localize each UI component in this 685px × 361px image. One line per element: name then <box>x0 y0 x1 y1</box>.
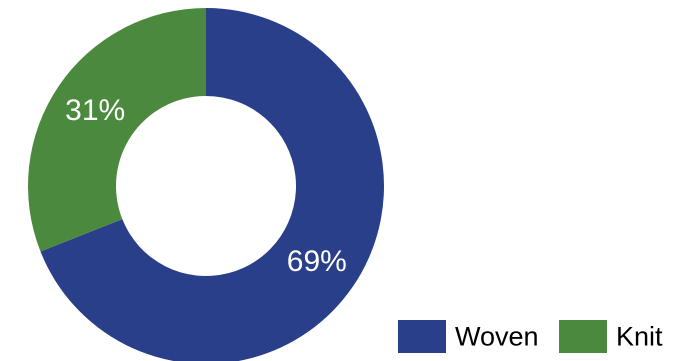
legend: Woven Knit <box>398 320 663 353</box>
legend-item-knit: Knit <box>559 320 663 353</box>
slice-labels-layer: 69% 31% <box>65 94 347 278</box>
legend-item-woven: Woven <box>398 320 539 353</box>
slice-knit <box>27 8 207 252</box>
legend-swatch-knit <box>559 320 607 353</box>
legend-label-woven: Woven <box>455 322 539 352</box>
legend-label-knit: Knit <box>616 322 663 352</box>
data-label-woven: 69% <box>287 245 347 278</box>
slices-layer <box>27 8 384 361</box>
legend-swatch-woven <box>398 320 446 353</box>
slice-woven <box>40 8 384 361</box>
data-label-knit: 31% <box>65 94 125 127</box>
